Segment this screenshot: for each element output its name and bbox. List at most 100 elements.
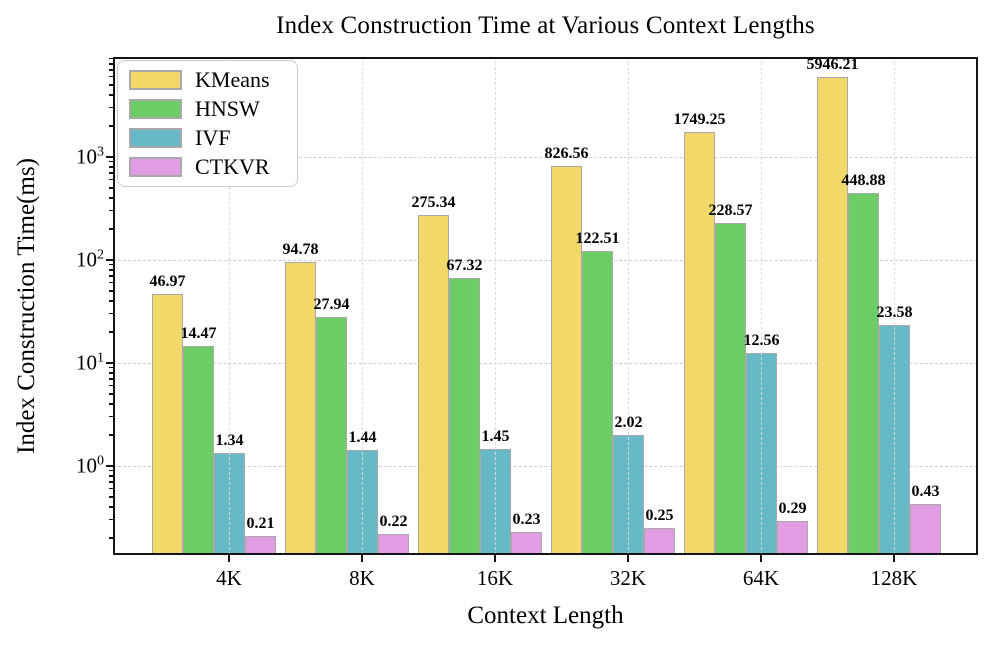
bar-value-label: 1.34: [215, 431, 244, 449]
legend-label-hnsw: HNSW: [195, 95, 260, 121]
y-minor-tick: [109, 367, 113, 369]
y-minor-tick: [109, 481, 113, 483]
bar-kmeans-128k: [817, 77, 848, 555]
y-minor-tick: [109, 84, 113, 86]
x-tick-label: 8K: [349, 566, 375, 590]
y-minor-tick: [109, 470, 113, 472]
y-minor-tick: [109, 269, 113, 271]
y-minor-tick: [109, 434, 113, 436]
x-major-tick: [893, 555, 895, 562]
bar-kmeans-64k: [684, 131, 715, 555]
bar-hnsw-128k: [848, 192, 879, 555]
y-minor-tick: [109, 372, 113, 374]
bar-value-label: 67.32: [446, 256, 483, 274]
plot-area: 46.97 14.47 1.34 0.21 94.78 27.94 1.44 0.22 275.…: [113, 56, 978, 555]
y-minor-tick: [109, 125, 113, 127]
gridline-vertical: [894, 57, 895, 555]
bar-value-label: 0.21: [246, 514, 275, 532]
bar-ctkvr-4k: [245, 535, 276, 555]
y-minor-tick: [109, 385, 113, 387]
y-minor-tick: [109, 179, 113, 181]
y-minor-tick: [109, 264, 113, 266]
bar-value-label: 1749.25: [673, 110, 726, 128]
y-major-tick: [106, 259, 113, 261]
bar-value-label: 0.43: [911, 482, 940, 500]
x-axis-label: Context Length: [467, 602, 624, 629]
y-tick-label: 101: [76, 350, 104, 375]
y-tick-label: 102: [76, 247, 104, 272]
gridline-vertical: [495, 57, 496, 555]
y-minor-tick: [109, 537, 113, 539]
bar-value-label: 0.25: [645, 507, 674, 524]
bar-value-label: 23.58: [876, 303, 913, 321]
gridline-vertical: [628, 57, 629, 555]
legend-swatch-hnsw: [129, 98, 182, 119]
y-minor-tick: [109, 378, 113, 380]
y-minor-tick: [109, 94, 113, 96]
y-minor-tick: [109, 107, 113, 109]
bar-kmeans-4k: [152, 293, 183, 555]
bar-value-label: 0.22: [379, 512, 408, 530]
y-major-tick: [106, 465, 113, 467]
bar-hnsw-64k: [715, 223, 746, 555]
bar-value-label: 94.78: [282, 241, 319, 259]
gridline-vertical: [229, 57, 230, 555]
y-major-tick: [106, 156, 113, 158]
y-tick-label: 103: [76, 144, 104, 169]
x-tick-label: 32K: [609, 566, 647, 590]
x-tick-label: 64K: [742, 566, 780, 590]
gridline-vertical: [761, 57, 762, 555]
y-minor-tick: [109, 69, 113, 71]
bar-hnsw-16k: [449, 277, 480, 555]
x-major-tick: [627, 555, 629, 562]
x-tick-label: 16K: [476, 566, 514, 590]
legend-label-ivf: IVF: [195, 125, 231, 150]
y-minor-tick: [109, 313, 113, 315]
y-minor-tick: [109, 506, 113, 508]
y-minor-tick: [109, 282, 113, 284]
bar-hnsw-8k: [316, 317, 347, 555]
y-minor-tick: [109, 275, 113, 277]
legend-label-ctkvr: CTKVR: [195, 154, 270, 180]
bar-ctkvr-128k: [910, 503, 941, 555]
bar-value-label: 46.97: [149, 272, 186, 290]
bar-value-label: 0.29: [778, 500, 807, 518]
legend-item-ctkvr: CTKVR: [129, 154, 287, 180]
y-minor-tick: [109, 63, 113, 65]
y-tick-label: 100: [76, 453, 104, 478]
bar-value-label: 275.34: [411, 193, 456, 211]
x-major-tick: [760, 555, 762, 562]
gridline-horizontal: [113, 466, 978, 467]
y-minor-tick: [109, 228, 113, 230]
x-major-tick: [228, 555, 230, 562]
bar-value-label: 5946.21: [806, 56, 859, 74]
gridline-horizontal: [113, 363, 978, 364]
y-minor-tick: [109, 488, 113, 490]
bar-kmeans-16k: [418, 214, 449, 555]
y-minor-tick: [109, 393, 113, 395]
x-major-tick: [361, 555, 363, 562]
bar-hnsw-4k: [183, 346, 214, 555]
y-major-tick: [106, 362, 113, 364]
legend-swatch-ctkvr: [129, 157, 182, 178]
bar-value-label: 1.45: [481, 428, 510, 446]
bar-value-label: 228.57: [708, 202, 753, 220]
bar-kmeans-8k: [285, 262, 316, 555]
legend-item-kmeans: KMeans: [129, 66, 287, 92]
legend-label-kmeans: KMeans: [195, 66, 270, 92]
legend-item-ivf: IVF: [129, 125, 287, 150]
bar-ctkvr-16k: [511, 531, 542, 555]
bar-value-label: 826.56: [544, 144, 589, 162]
bar-value-label: 2.02: [614, 413, 643, 431]
bar-value-label: 14.47: [180, 325, 217, 343]
legend-swatch-ivf: [129, 128, 182, 149]
x-major-tick: [494, 555, 496, 562]
y-minor-tick: [109, 331, 113, 333]
legend: KMeans HNSW IVF CTKVR: [117, 60, 298, 187]
y-minor-tick: [109, 475, 113, 477]
gridline-horizontal: [113, 260, 978, 261]
legend-item-hnsw: HNSW: [129, 95, 287, 121]
y-minor-tick: [109, 416, 113, 418]
bar-ctkvr-64k: [777, 521, 808, 555]
